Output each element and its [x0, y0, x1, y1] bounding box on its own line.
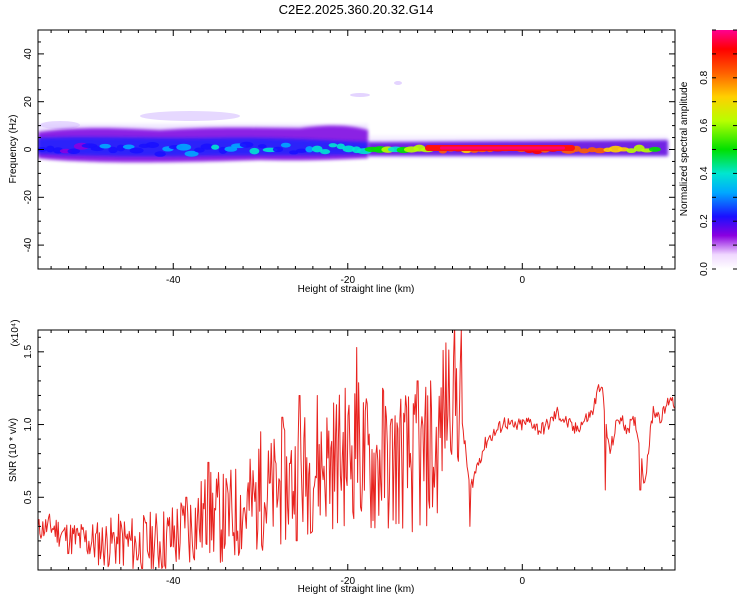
band-hotspot: [108, 146, 118, 154]
band-hotspot: [257, 144, 267, 149]
band-faint-blob: [40, 121, 80, 129]
snr-frame: [37, 329, 676, 571]
colorbar-tick-label: 0.6: [699, 118, 710, 132]
snr-ylabel: SNR (10 * v/v): [8, 418, 19, 482]
y-tick-label: 1.0: [23, 417, 34, 431]
band-hotspot: [194, 147, 205, 153]
band-hotspot: [295, 148, 308, 153]
heatmap-band: [38, 81, 668, 163]
y-tick-label: 1.5: [23, 344, 34, 358]
y-tick-label: 0.5: [23, 490, 34, 504]
y-tick-label: 20: [23, 96, 34, 108]
band-hotspot: [154, 151, 166, 157]
band-hotspot: [272, 146, 284, 153]
colorbar-tick-label: 0.2: [699, 214, 710, 228]
x-tick-label: -40: [166, 576, 181, 587]
band-faint-blob: [350, 93, 370, 97]
snr-panel: -40 -20 0 0.5 1.0 1.5 Height of straight line…: [8, 319, 676, 595]
x-tick-label: 0: [520, 576, 526, 587]
colorbar-tick-label: 0.0: [699, 262, 710, 276]
band-hotspot: [211, 144, 220, 150]
band-hotspot: [578, 148, 590, 154]
band-hotspot: [129, 147, 144, 154]
band-ridge-core: [440, 146, 565, 150]
x-tick-label: 0: [520, 275, 526, 286]
band-hotspot: [176, 143, 192, 151]
band-hotspot: [305, 146, 314, 153]
band-hotspot: [224, 146, 238, 152]
band-hotspot: [289, 150, 299, 155]
band-hotspot: [342, 145, 355, 153]
band-hotspot: [99, 143, 111, 149]
figure-title: C2E2.2025.360.20.32.G14: [279, 2, 434, 17]
snr-scale-label: (x10⁴): [10, 319, 21, 346]
band-hotspot: [45, 145, 55, 153]
snr-series-line: [38, 330, 675, 569]
band-faint-blob: [140, 111, 240, 121]
band-hotspot: [608, 145, 623, 153]
colorbar-tick-label: 0.4: [699, 166, 710, 180]
band-hotspot: [617, 147, 630, 152]
heatmap-panel: -40 -20 0 40 20 0 -20 -40 Height of straight li…: [8, 29, 676, 295]
band-hotspot: [200, 143, 215, 150]
snr-xlabel: Height of straight line (km): [298, 584, 415, 595]
colorbar-label: Normalized spectral amplitude: [679, 81, 690, 216]
colorbar: 0.0 0.2 0.4 0.6 0.8 Normalized spectral ampl…: [679, 29, 737, 276]
y-tick-label: -40: [23, 237, 34, 252]
band-hotspot: [67, 148, 81, 154]
y-tick-label: -20: [23, 190, 34, 205]
band-hotspot: [249, 147, 260, 155]
heatmap-xlabel: Height of straight line (km): [298, 284, 415, 295]
band-hotspot: [184, 150, 199, 157]
band-hotspot: [239, 141, 254, 148]
y-tick-label: 40: [23, 48, 34, 60]
band-faint-blob: [394, 81, 402, 85]
band-hotspot: [328, 143, 338, 148]
heatmap-ticks: -40 -20 0 40 20 0 -20 -40: [23, 29, 675, 286]
band-hotspot: [311, 145, 323, 153]
heatmap-ylabel: Frequency (Hz): [8, 115, 19, 184]
band-hotspot: [593, 147, 607, 154]
x-tick-label: -20: [341, 576, 356, 587]
band-hotspot: [626, 148, 637, 154]
colorbar-tick-label: 0.8: [699, 70, 710, 84]
colorbar-gradient: [712, 30, 737, 269]
x-tick-label: -20: [341, 275, 356, 286]
x-tick-label: -40: [166, 275, 181, 286]
band-hotspot: [320, 149, 331, 155]
y-tick-label: 0: [23, 146, 34, 152]
band-hotspot: [122, 144, 135, 150]
colorbar-ticks: 0.0 0.2 0.4 0.6 0.8: [699, 29, 737, 276]
band-hotspot: [145, 142, 160, 148]
snr-ticks: -40 -20 0 0.5 1.0 1.5: [23, 330, 675, 587]
band-hotspot: [280, 142, 291, 148]
band-hotspot: [648, 146, 661, 152]
